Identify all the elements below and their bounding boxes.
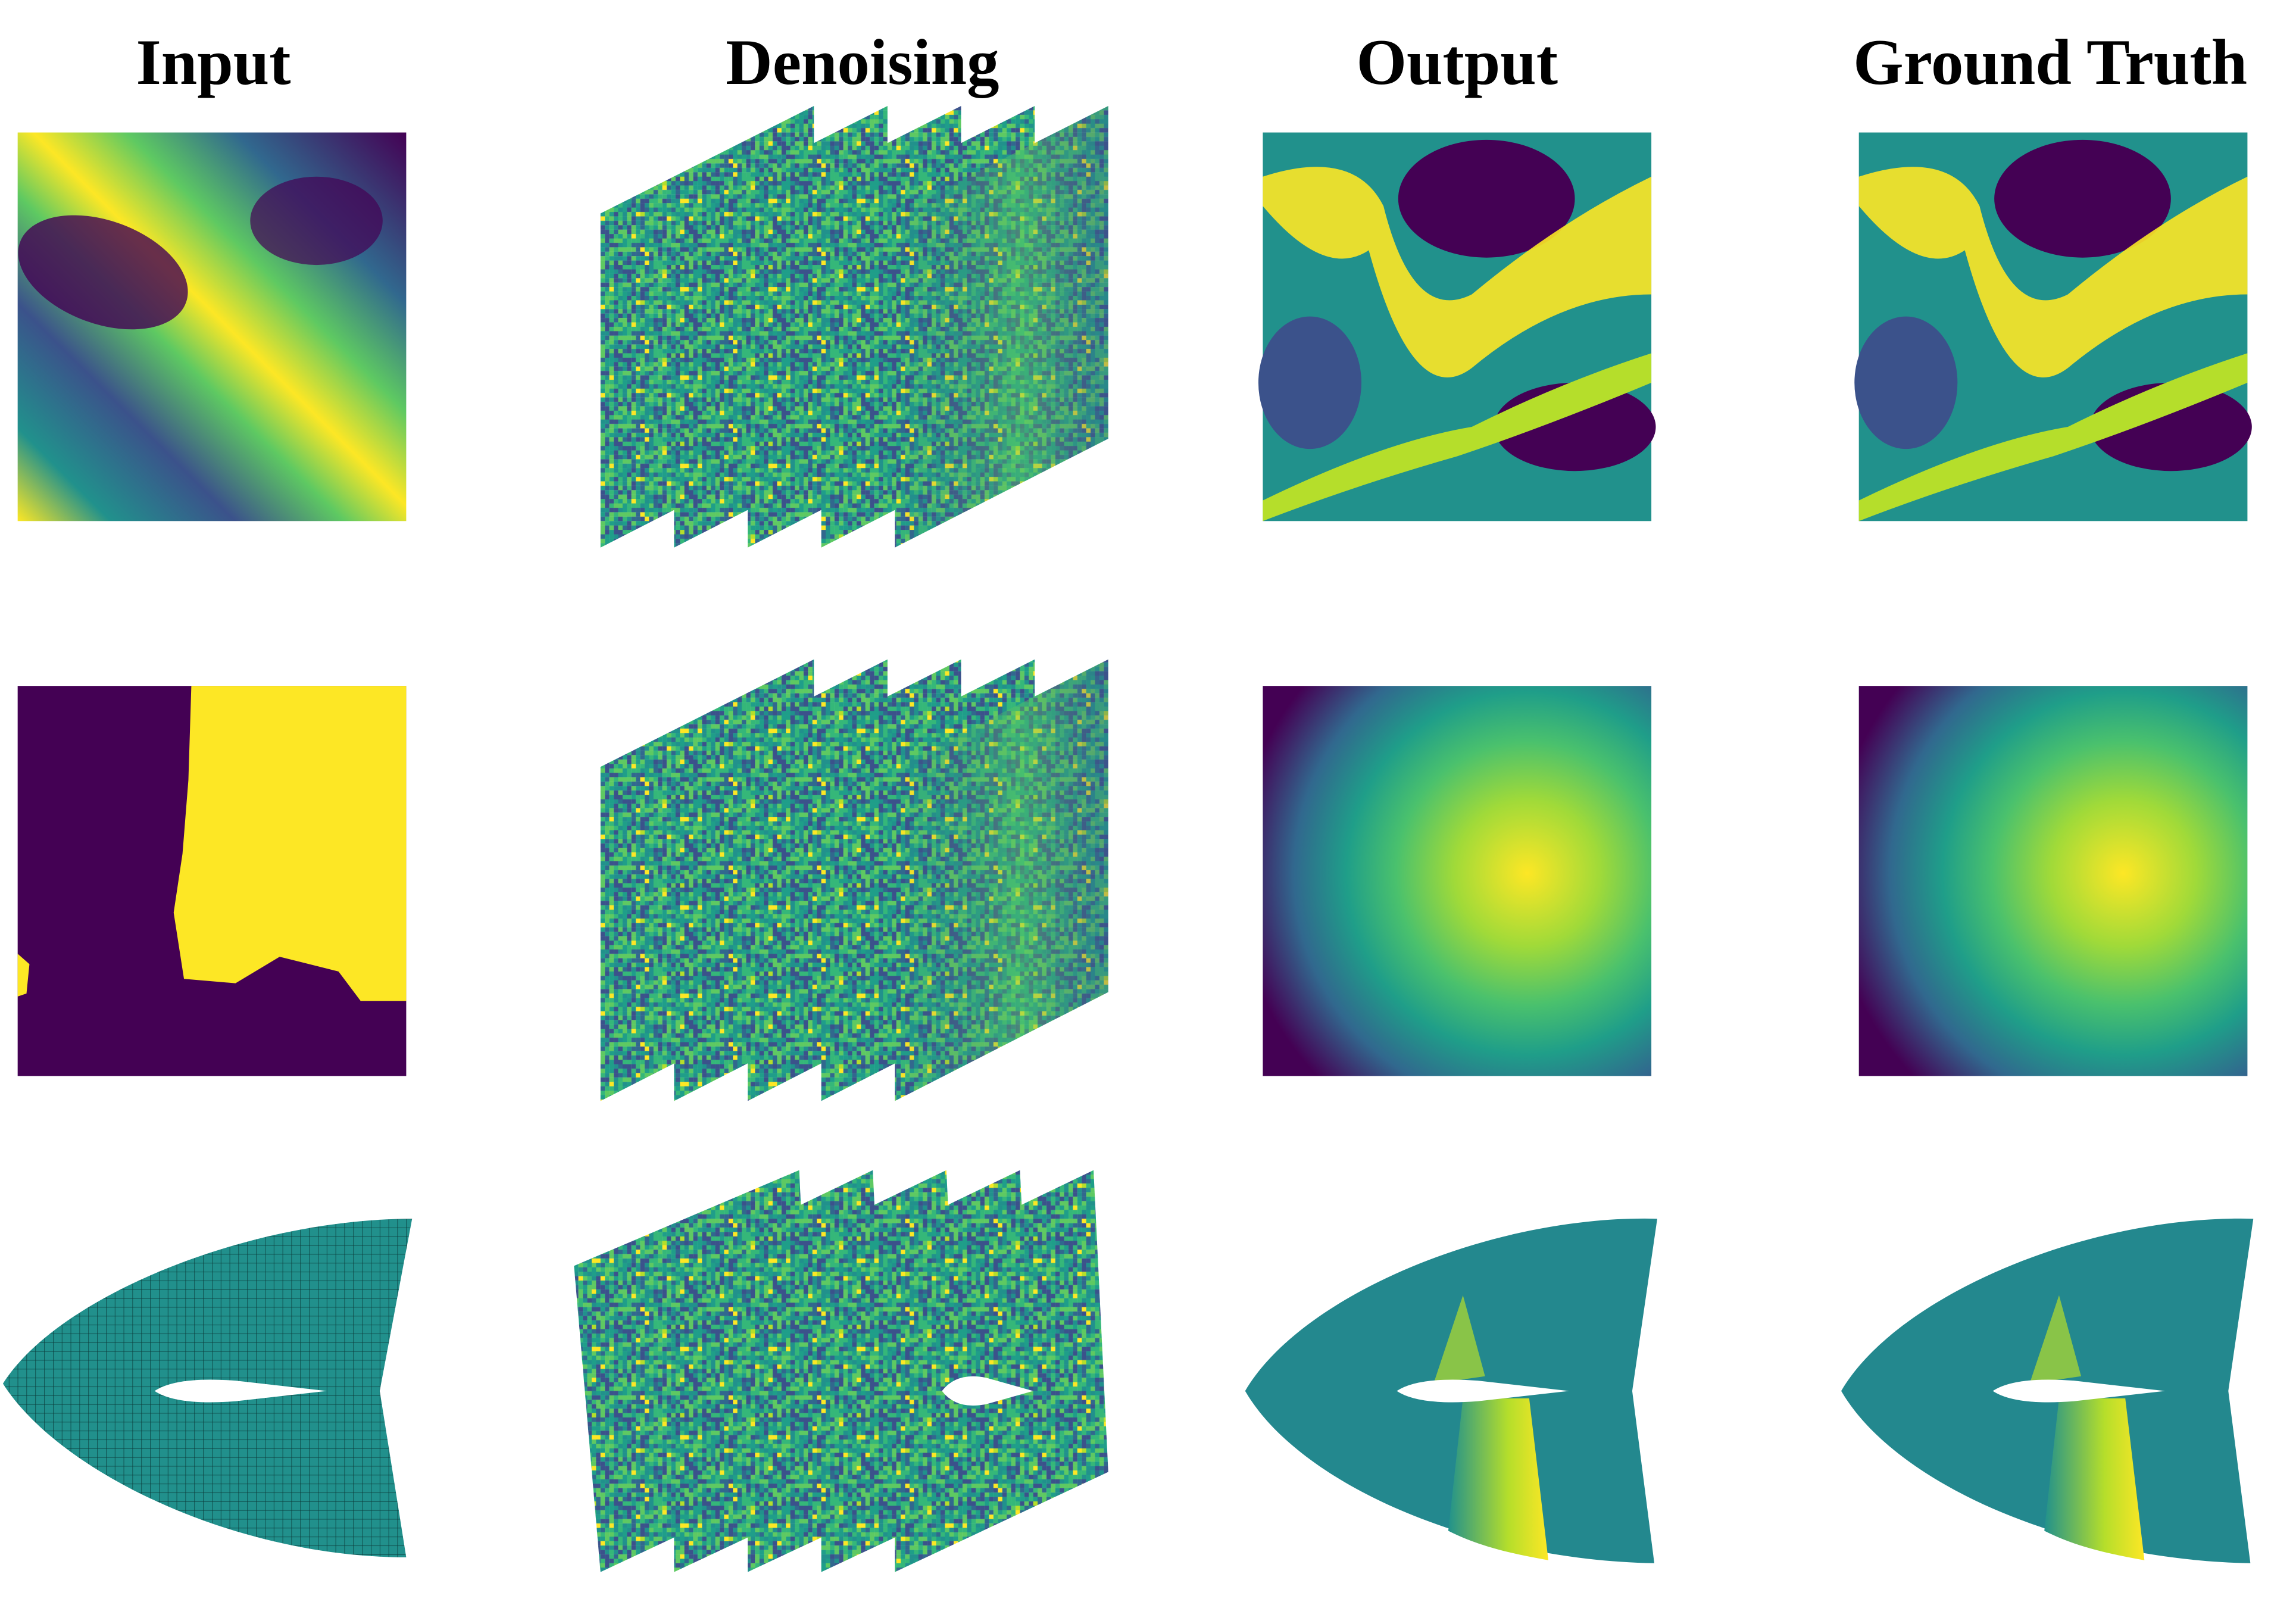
denoising-step-overlay: [895, 659, 1108, 1101]
path: [1858, 167, 2248, 378]
ellipse: [1398, 139, 1575, 258]
airfoil: [1992, 1379, 2165, 1403]
path: [1263, 167, 1652, 378]
airfoil-field: [1841, 1218, 2254, 1563]
column-header: Input: [136, 26, 290, 98]
column-header: Output: [1356, 26, 1558, 98]
denoising-step-overlay: [895, 106, 1108, 548]
denoising-step: [895, 1170, 1108, 1572]
ellipse: [1258, 316, 1362, 449]
airfoil-field: [1245, 1218, 1657, 1563]
denoising-stack: [574, 106, 1108, 1572]
input-region: [173, 686, 407, 1001]
pressure-wedge: [2044, 1398, 2145, 1560]
output-field: [1258, 132, 1656, 522]
ellipse: [1854, 316, 1958, 449]
output-field: [1263, 686, 1652, 1076]
pressure-lobe: [1433, 1295, 1485, 1384]
input-region: [17, 954, 30, 997]
vortex: [18, 215, 188, 330]
path: [1858, 353, 2248, 522]
column-header: Denoising: [726, 26, 999, 98]
airfoil: [1397, 1379, 1569, 1403]
ground-truth-field: [1854, 132, 2252, 522]
vortex: [250, 176, 383, 266]
path: [1263, 353, 1652, 522]
ellipse: [1994, 139, 2171, 258]
pressure-wedge: [1448, 1398, 1549, 1560]
airfoil: [942, 1376, 1033, 1406]
airfoil: [154, 1379, 327, 1403]
column-header: Ground Truth: [1853, 26, 2247, 98]
pressure-lobe: [2029, 1295, 2082, 1384]
ground-truth-field: [1858, 686, 2248, 1076]
row3-fields: [1245, 1218, 2254, 1563]
